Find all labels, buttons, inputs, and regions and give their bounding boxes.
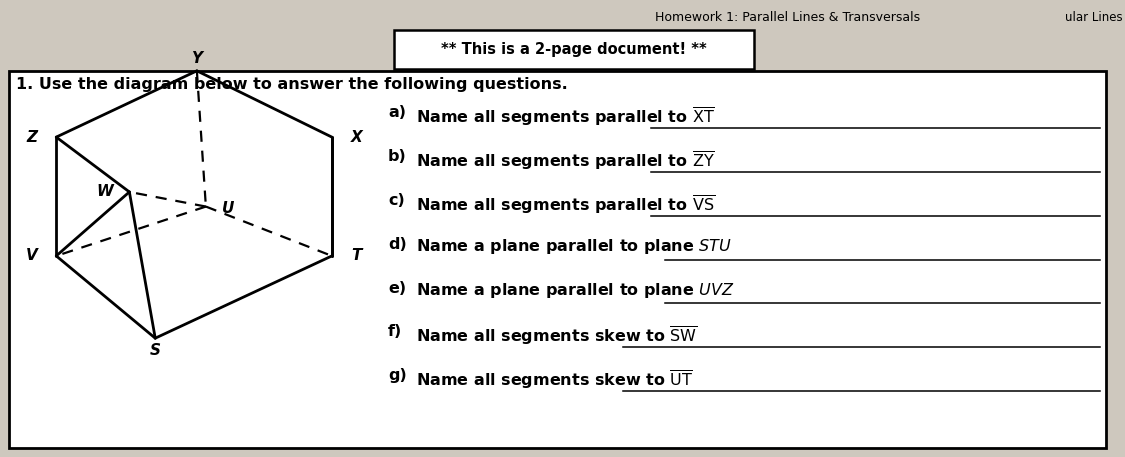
Text: X: X [351, 130, 362, 144]
FancyBboxPatch shape [394, 30, 754, 69]
Text: f): f) [388, 324, 403, 340]
Text: b): b) [388, 149, 407, 164]
Text: Y: Y [191, 51, 202, 65]
Text: Name all segments parallel to $\overline{\rm VS}$: Name all segments parallel to $\overline… [416, 193, 716, 216]
Text: V: V [26, 249, 37, 263]
Text: Name all segments skew to $\overline{\rm UT}$: Name all segments skew to $\overline{\rm… [416, 368, 693, 391]
Text: g): g) [388, 368, 407, 383]
Text: Name a plane parallel to plane $\it{UVZ}$: Name a plane parallel to plane $\it{UVZ}… [416, 281, 735, 300]
Text: Name all segments parallel to $\overline{\rm ZY}$: Name all segments parallel to $\overline… [416, 149, 716, 172]
Text: e): e) [388, 281, 406, 296]
Text: Homework 1: Parallel Lines & Transversals: Homework 1: Parallel Lines & Transversal… [655, 11, 920, 24]
Text: a): a) [388, 105, 406, 120]
FancyBboxPatch shape [9, 71, 1106, 448]
Text: Name a plane parallel to plane $\it{STU}$: Name a plane parallel to plane $\it{STU}… [416, 237, 732, 256]
Text: c): c) [388, 193, 405, 208]
Text: ** This is a 2-page document! **: ** This is a 2-page document! ** [441, 42, 706, 57]
Text: ular Lines: ular Lines [1065, 11, 1123, 24]
Text: d): d) [388, 237, 407, 252]
Text: Name all segments parallel to $\overline{\rm XT}$: Name all segments parallel to $\overline… [416, 105, 716, 128]
Text: U: U [222, 202, 234, 216]
Text: W: W [97, 185, 112, 199]
Text: Name all segments skew to $\overline{\rm SW}$: Name all segments skew to $\overline{\rm… [416, 324, 698, 347]
Text: 1. Use the diagram below to answer the following questions.: 1. Use the diagram below to answer the f… [16, 77, 567, 92]
Text: Z: Z [26, 130, 37, 144]
Text: S: S [150, 344, 161, 358]
Text: T: T [351, 249, 362, 263]
